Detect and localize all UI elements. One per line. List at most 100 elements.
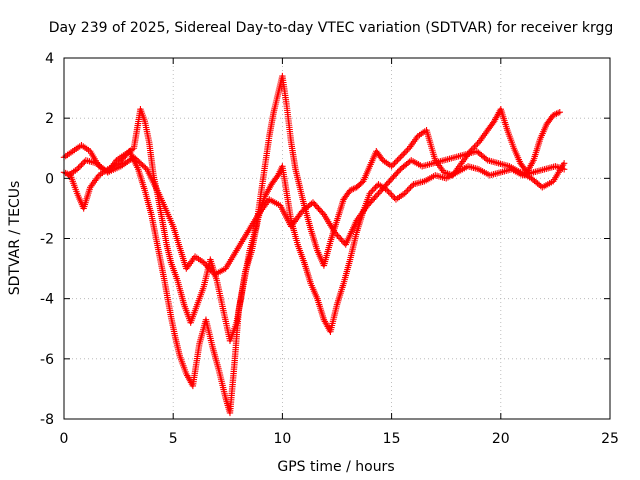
interpolated-point	[370, 185, 378, 193]
interpolated-point	[337, 235, 344, 242]
data-point	[556, 108, 563, 116]
data-point	[73, 166, 81, 173]
x-axis-label: GPS time / hours	[277, 459, 394, 475]
interpolated-point	[372, 184, 379, 191]
x-tick-label: 5	[169, 431, 178, 447]
y-tick-label: 2	[45, 111, 54, 127]
interpolated-point	[338, 236, 345, 244]
data-point	[375, 190, 382, 197]
series-track-1	[60, 148, 568, 417]
y-axis: -8 -6 -4 -2 0 2 4	[40, 51, 610, 428]
series-track-3	[65, 148, 568, 278]
interpolated-point	[407, 184, 414, 191]
interpolated-point	[79, 160, 87, 167]
interpolated-point	[273, 173, 281, 181]
interpolated-point	[388, 175, 396, 182]
series-track-2	[60, 72, 563, 344]
y-tick-label: -6	[40, 352, 54, 368]
interpolated-point	[313, 203, 321, 211]
interpolated-point	[334, 232, 341, 239]
interpolated-point	[311, 200, 318, 208]
interpolated-point	[401, 149, 408, 156]
y-axis-label: SDTVAR / TECUs	[7, 181, 23, 296]
interpolated-point	[142, 164, 149, 172]
interpolated-point	[384, 179, 392, 187]
interpolated-point	[402, 188, 410, 196]
interpolated-point	[371, 194, 378, 202]
x-tick-label: 0	[60, 431, 69, 447]
interpolated-point	[387, 176, 394, 184]
interpolated-point	[368, 188, 375, 196]
interpolated-point	[553, 110, 560, 117]
x-tick-label: 25	[601, 431, 619, 447]
interpolated-point	[335, 233, 343, 241]
interpolated-point	[319, 209, 326, 217]
interpolated-point	[207, 266, 214, 274]
interpolated-point	[393, 170, 400, 178]
interpolated-point	[392, 158, 400, 165]
interpolated-point	[317, 208, 325, 215]
interpolated-point	[404, 146, 411, 153]
data-point	[386, 178, 393, 185]
interpolated-point	[402, 148, 410, 155]
y-tick-label: -2	[40, 232, 54, 248]
interpolated-point	[389, 161, 397, 168]
x-tick-label: 20	[492, 431, 510, 447]
interpolated-point	[365, 200, 373, 208]
interpolated-point	[369, 196, 377, 203]
interpolated-point	[382, 182, 389, 190]
interpolated-point	[385, 188, 392, 196]
data-point	[388, 163, 395, 170]
interpolated-point	[339, 238, 347, 245]
interpolated-point	[204, 263, 212, 271]
x-tick-label: 15	[383, 431, 401, 447]
chart-title: Day 239 of 2025, Sidereal Day-to-day VTE…	[49, 20, 614, 36]
data-point	[309, 199, 317, 206]
data-point	[397, 154, 404, 161]
interpolated-point	[380, 184, 388, 191]
x-axis: 0 5 10 15 20 25	[60, 58, 619, 447]
x-tick-label: 10	[273, 431, 291, 447]
interpolated-point	[394, 169, 401, 176]
interpolated-point	[201, 260, 209, 268]
interpolated-point	[391, 160, 398, 167]
interpolated-point	[405, 185, 413, 193]
interpolated-point	[372, 193, 379, 200]
interpolated-point	[75, 164, 82, 172]
data-point	[401, 190, 408, 197]
interpolated-point	[389, 193, 397, 200]
interpolated-point	[386, 190, 394, 197]
data-point	[366, 190, 373, 197]
interpolated-point	[373, 191, 381, 199]
interpolated-point	[315, 205, 322, 212]
interpolated-point	[489, 119, 497, 126]
interpolated-point	[395, 155, 403, 162]
interpolated-point	[474, 140, 481, 147]
data-points	[60, 72, 568, 417]
y-tick-label: 0	[45, 171, 54, 187]
y-tick-label: -8	[40, 412, 54, 428]
y-tick-label: -4	[40, 292, 54, 308]
interpolated-point	[395, 167, 403, 175]
data-point	[331, 229, 339, 236]
data-point	[364, 202, 371, 209]
interpolated-point	[208, 268, 216, 275]
interpolated-point	[379, 185, 386, 193]
interpolated-point	[472, 142, 480, 149]
interpolated-point	[400, 151, 407, 158]
interpolated-point	[78, 161, 85, 168]
interpolated-point	[369, 187, 376, 194]
interpolated-point	[482, 155, 490, 163]
y-tick-label: 4	[45, 51, 54, 67]
interpolated-point	[390, 173, 397, 181]
interpolated-point	[391, 172, 399, 179]
data-point	[384, 187, 391, 194]
interpolated-point	[76, 163, 84, 170]
interpolated-point	[394, 157, 401, 164]
interpolated-point	[378, 155, 385, 162]
interpolated-point	[332, 230, 340, 238]
interpolated-point	[408, 182, 416, 190]
interpolated-point	[404, 187, 411, 194]
interpolated-point	[203, 262, 210, 269]
